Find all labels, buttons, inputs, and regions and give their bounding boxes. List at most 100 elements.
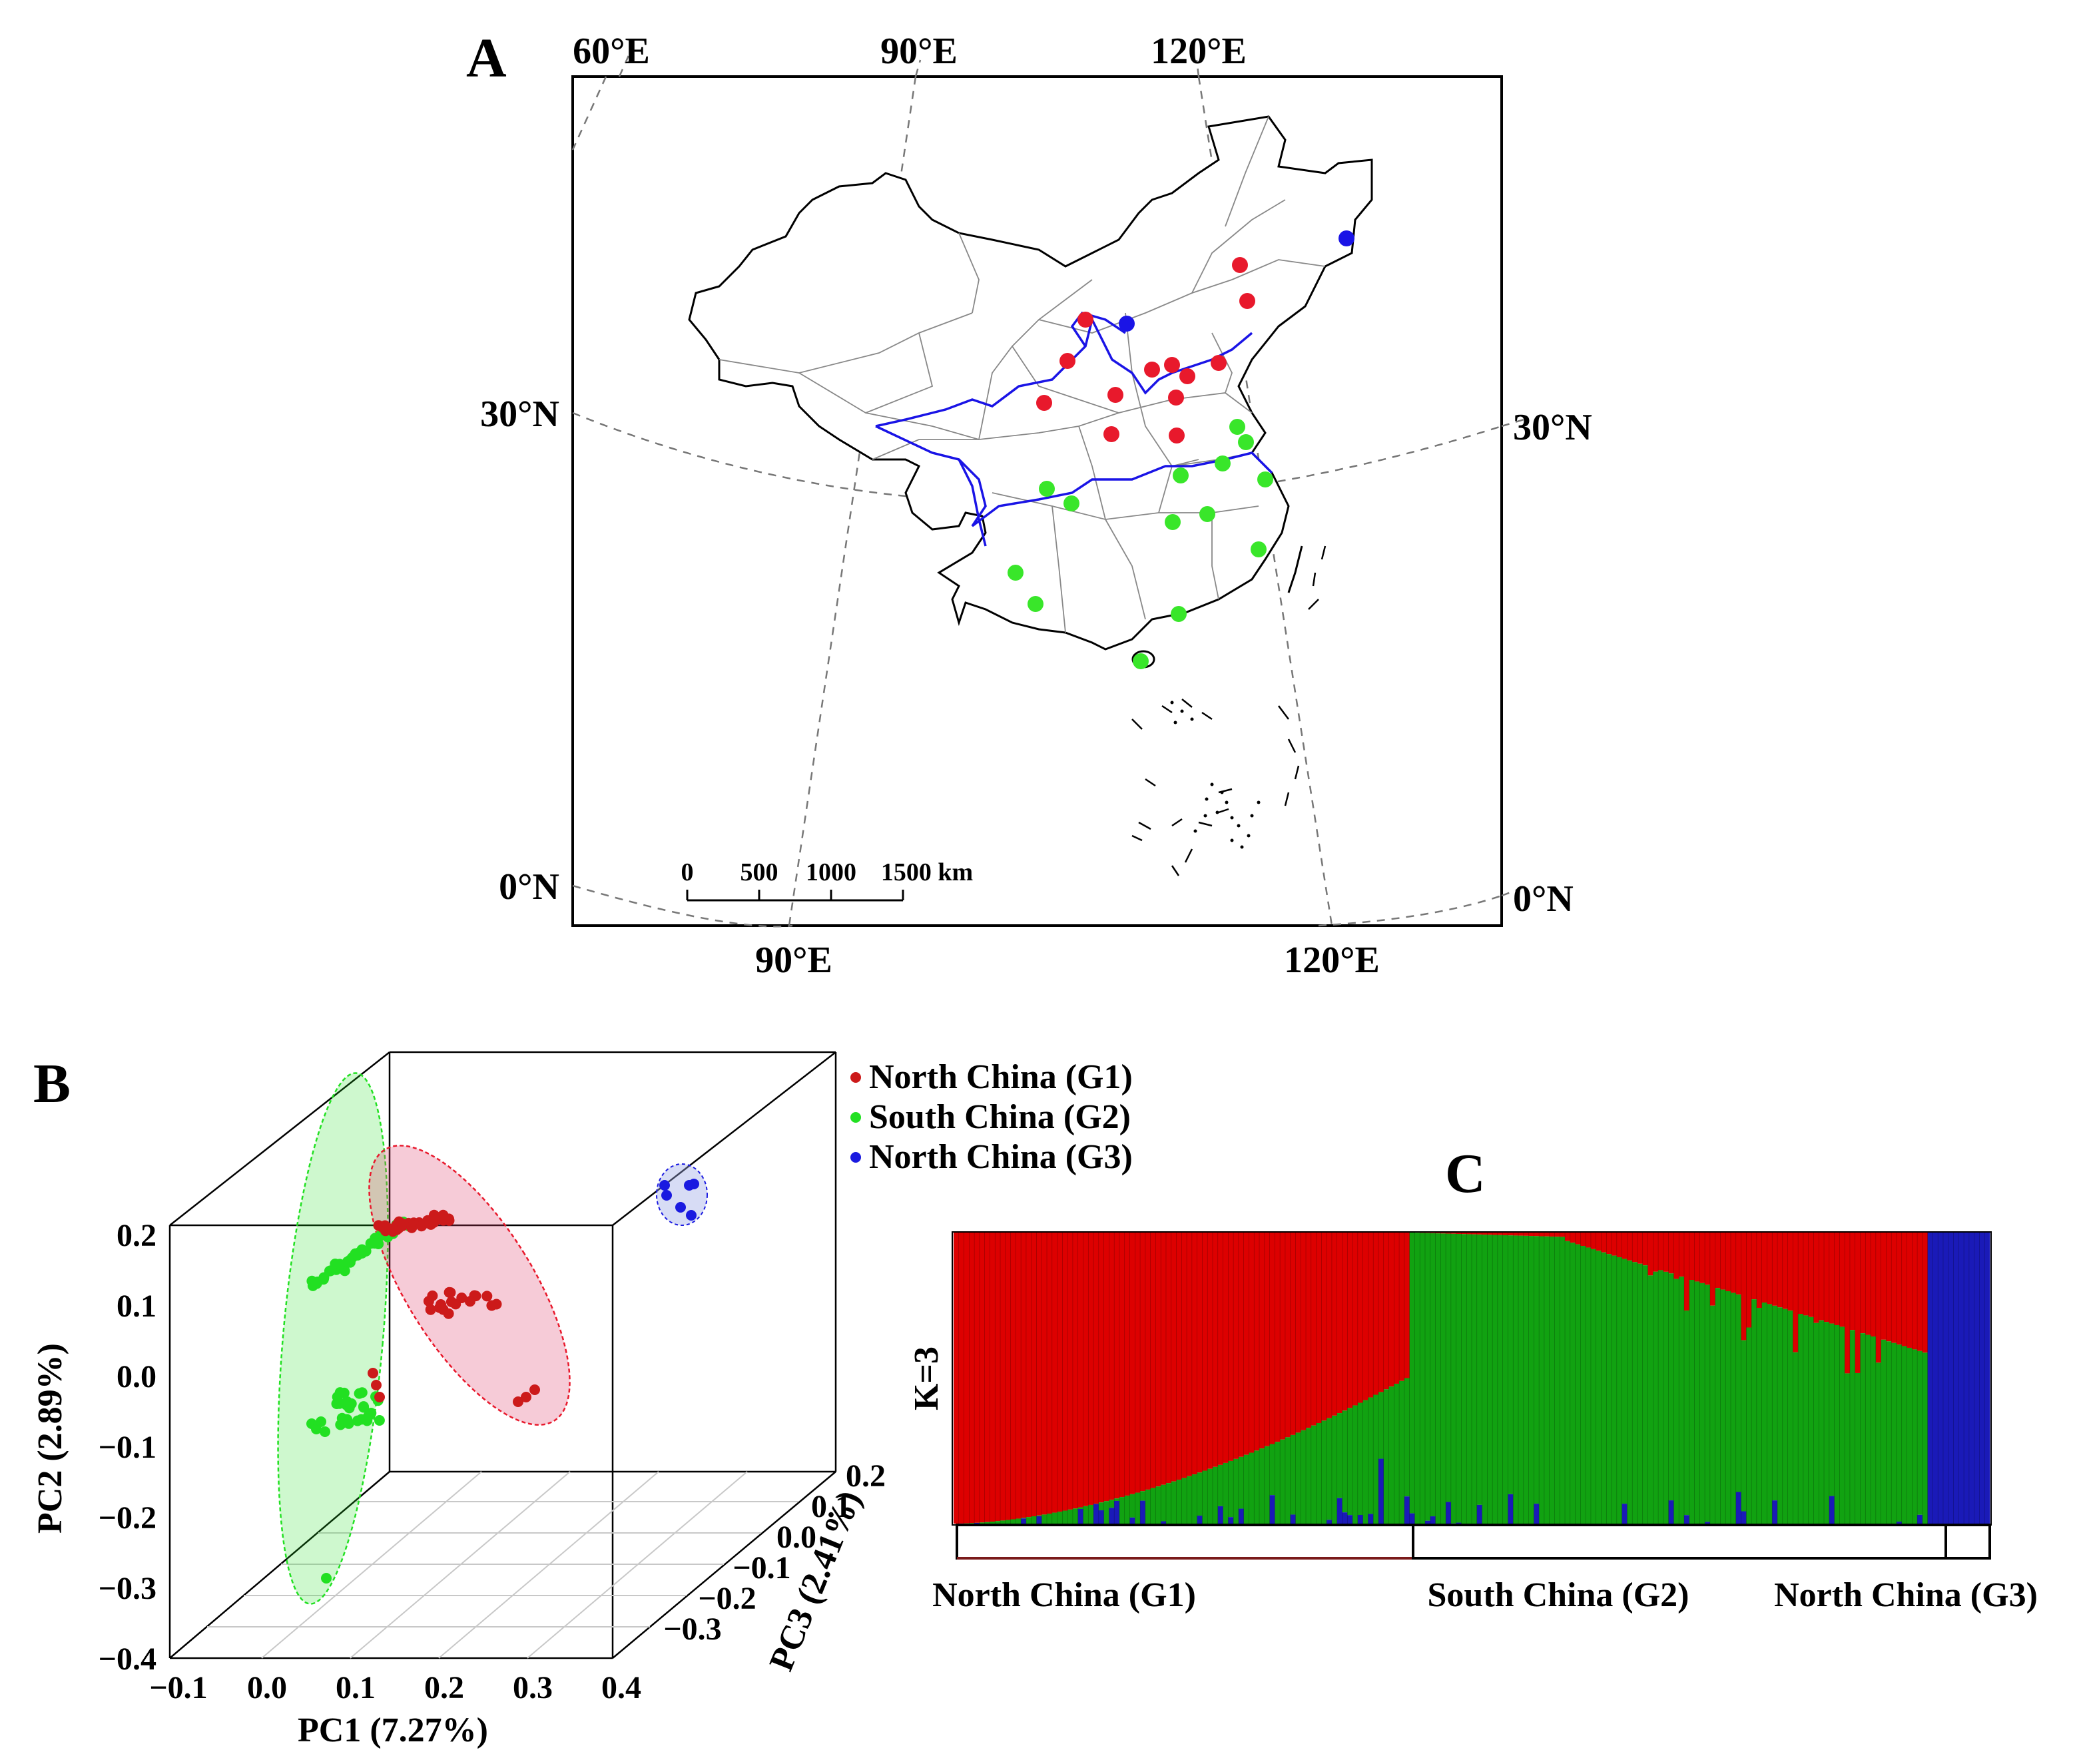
structure-bar-segment	[1663, 1271, 1669, 1524]
structure-bar-segment	[1803, 1315, 1809, 1524]
structure-bar-segment	[1327, 1520, 1333, 1524]
structure-bar-segment	[1549, 1236, 1555, 1524]
structure-bar-segment	[1306, 1233, 1312, 1428]
structure-bar-segment	[1202, 1233, 1208, 1471]
structure-bar-segment	[1746, 1233, 1752, 1328]
structure-bar-segment	[1720, 1289, 1726, 1524]
bracket-g2	[1412, 1524, 1947, 1560]
structure-bar-segment	[1280, 1439, 1286, 1524]
structure-bar-segment	[1295, 1233, 1301, 1433]
structure-bar-segment	[1694, 1233, 1700, 1282]
structure-bar-segment	[1907, 1347, 1913, 1524]
structure-bar-segment	[1658, 1270, 1664, 1524]
structure-bar-segment	[1301, 1233, 1307, 1430]
structure-bar-segment	[1834, 1324, 1840, 1524]
structure-bar-segment	[1767, 1304, 1773, 1524]
site-g1	[1232, 257, 1248, 273]
structure-bar-segment	[974, 1233, 980, 1523]
structure-bar-segment	[1275, 1442, 1281, 1524]
structure-bar-segment	[1596, 1233, 1602, 1251]
structure-bar-segment	[1819, 1233, 1825, 1321]
structure-bar-segment	[1217, 1233, 1223, 1465]
structure-bar-segment	[1575, 1244, 1581, 1524]
structure-bar-segment	[1093, 1504, 1099, 1524]
structure-bar-segment	[1751, 1299, 1757, 1524]
structure-bar-segment	[1549, 1233, 1555, 1237]
structure-bar-segment	[1388, 1386, 1394, 1524]
structure-bar-segment	[1077, 1507, 1083, 1509]
structure-bar-segment	[1342, 1233, 1348, 1411]
structure-bar-segment	[1228, 1233, 1234, 1461]
structure-bar-segment	[1217, 1506, 1223, 1524]
pca-point	[486, 1300, 497, 1311]
group-brackets	[956, 1524, 1991, 1560]
structure-bar-segment	[1295, 1432, 1301, 1524]
structure-bar-segment	[1327, 1418, 1333, 1520]
structure-bar-segment	[1865, 1334, 1871, 1524]
structure-bar-segment	[1731, 1293, 1737, 1524]
structure-bar-segment	[1534, 1504, 1540, 1524]
structure-bar-segment	[1570, 1233, 1576, 1243]
site-g2	[1251, 541, 1267, 557]
structure-bar-segment	[1197, 1516, 1203, 1524]
structure-bar-segment	[1658, 1233, 1664, 1271]
pca-point	[445, 1287, 456, 1298]
structure-bar-segment	[1731, 1233, 1737, 1293]
pc2-tick: −0.3	[99, 1571, 156, 1606]
rivers	[875, 311, 1273, 547]
site-g1	[1169, 428, 1185, 443]
site-g3	[1119, 316, 1135, 332]
structure-bar-segment	[1181, 1233, 1187, 1478]
structure-bar-segment	[1673, 1233, 1679, 1279]
structure-bar-segment	[1098, 1502, 1105, 1511]
structure-bar-segment	[1741, 1340, 1747, 1512]
structure-bar-segment	[1103, 1501, 1109, 1524]
structure-bar-segment	[1756, 1308, 1763, 1524]
pc1-tick: −0.1	[149, 1670, 207, 1705]
structure-bar-segment	[1337, 1233, 1342, 1414]
structure-bar-segment	[1362, 1233, 1368, 1400]
structure-bar-segment	[1456, 1233, 1462, 1234]
pca-point	[464, 1296, 475, 1307]
legend-marker-g1	[850, 1072, 861, 1083]
structure-bar-segment	[1735, 1294, 1741, 1492]
structure-bar-segment	[1021, 1518, 1027, 1524]
structure-bar-segment	[1715, 1233, 1721, 1289]
pca-point	[481, 1291, 493, 1302]
structure-bar-segment	[1751, 1233, 1757, 1300]
structure-bar-segment	[1145, 1489, 1151, 1524]
structure-bar-segment	[1586, 1247, 1592, 1524]
structure-bar-segment	[1450, 1233, 1457, 1234]
structure-bar-segment	[1896, 1233, 1903, 1345]
structure-bar-segment	[1233, 1458, 1239, 1524]
structure-bar-segment	[1016, 1233, 1022, 1519]
structure-bar-segment	[1580, 1246, 1586, 1524]
structure-bar-segment	[1476, 1234, 1482, 1505]
structure-bar-segment	[1026, 1517, 1032, 1524]
structure-bar-segment	[1601, 1252, 1607, 1524]
structure-bar-segment	[1466, 1233, 1472, 1235]
structure-bar-segment	[1083, 1506, 1089, 1524]
structure-bar-segment	[1005, 1233, 1011, 1520]
pc2-axis-label: PC2 (2.89%)	[31, 1343, 69, 1534]
structure-bar-segment	[1155, 1233, 1161, 1487]
site-g2	[1257, 471, 1273, 487]
structure-bar-segment	[1072, 1508, 1079, 1524]
structure-bar-segment	[1021, 1233, 1027, 1518]
structure-bar-segment	[1352, 1405, 1358, 1524]
panel-a: A	[466, 27, 1592, 981]
structure-bar-segment	[1871, 1233, 1877, 1336]
structure-bar-segment	[1202, 1470, 1208, 1524]
structure-bar-segment	[1777, 1233, 1783, 1308]
legend-label-g1: North China (G1)	[869, 1058, 1133, 1096]
structure-bar-segment	[1891, 1233, 1897, 1343]
structure-bar-segment	[1388, 1233, 1394, 1387]
structure-bar-segment	[1715, 1288, 1721, 1524]
structure-bar-segment	[1881, 1233, 1887, 1340]
structure-bar-segment	[1109, 1508, 1115, 1524]
structure-bar-segment	[1953, 1233, 1959, 1524]
structure-bar-segment	[1213, 1466, 1219, 1524]
structure-bar-segment	[1311, 1233, 1317, 1426]
scale-tick-1500: 1500 km	[881, 858, 973, 886]
site-g1	[1144, 362, 1160, 378]
